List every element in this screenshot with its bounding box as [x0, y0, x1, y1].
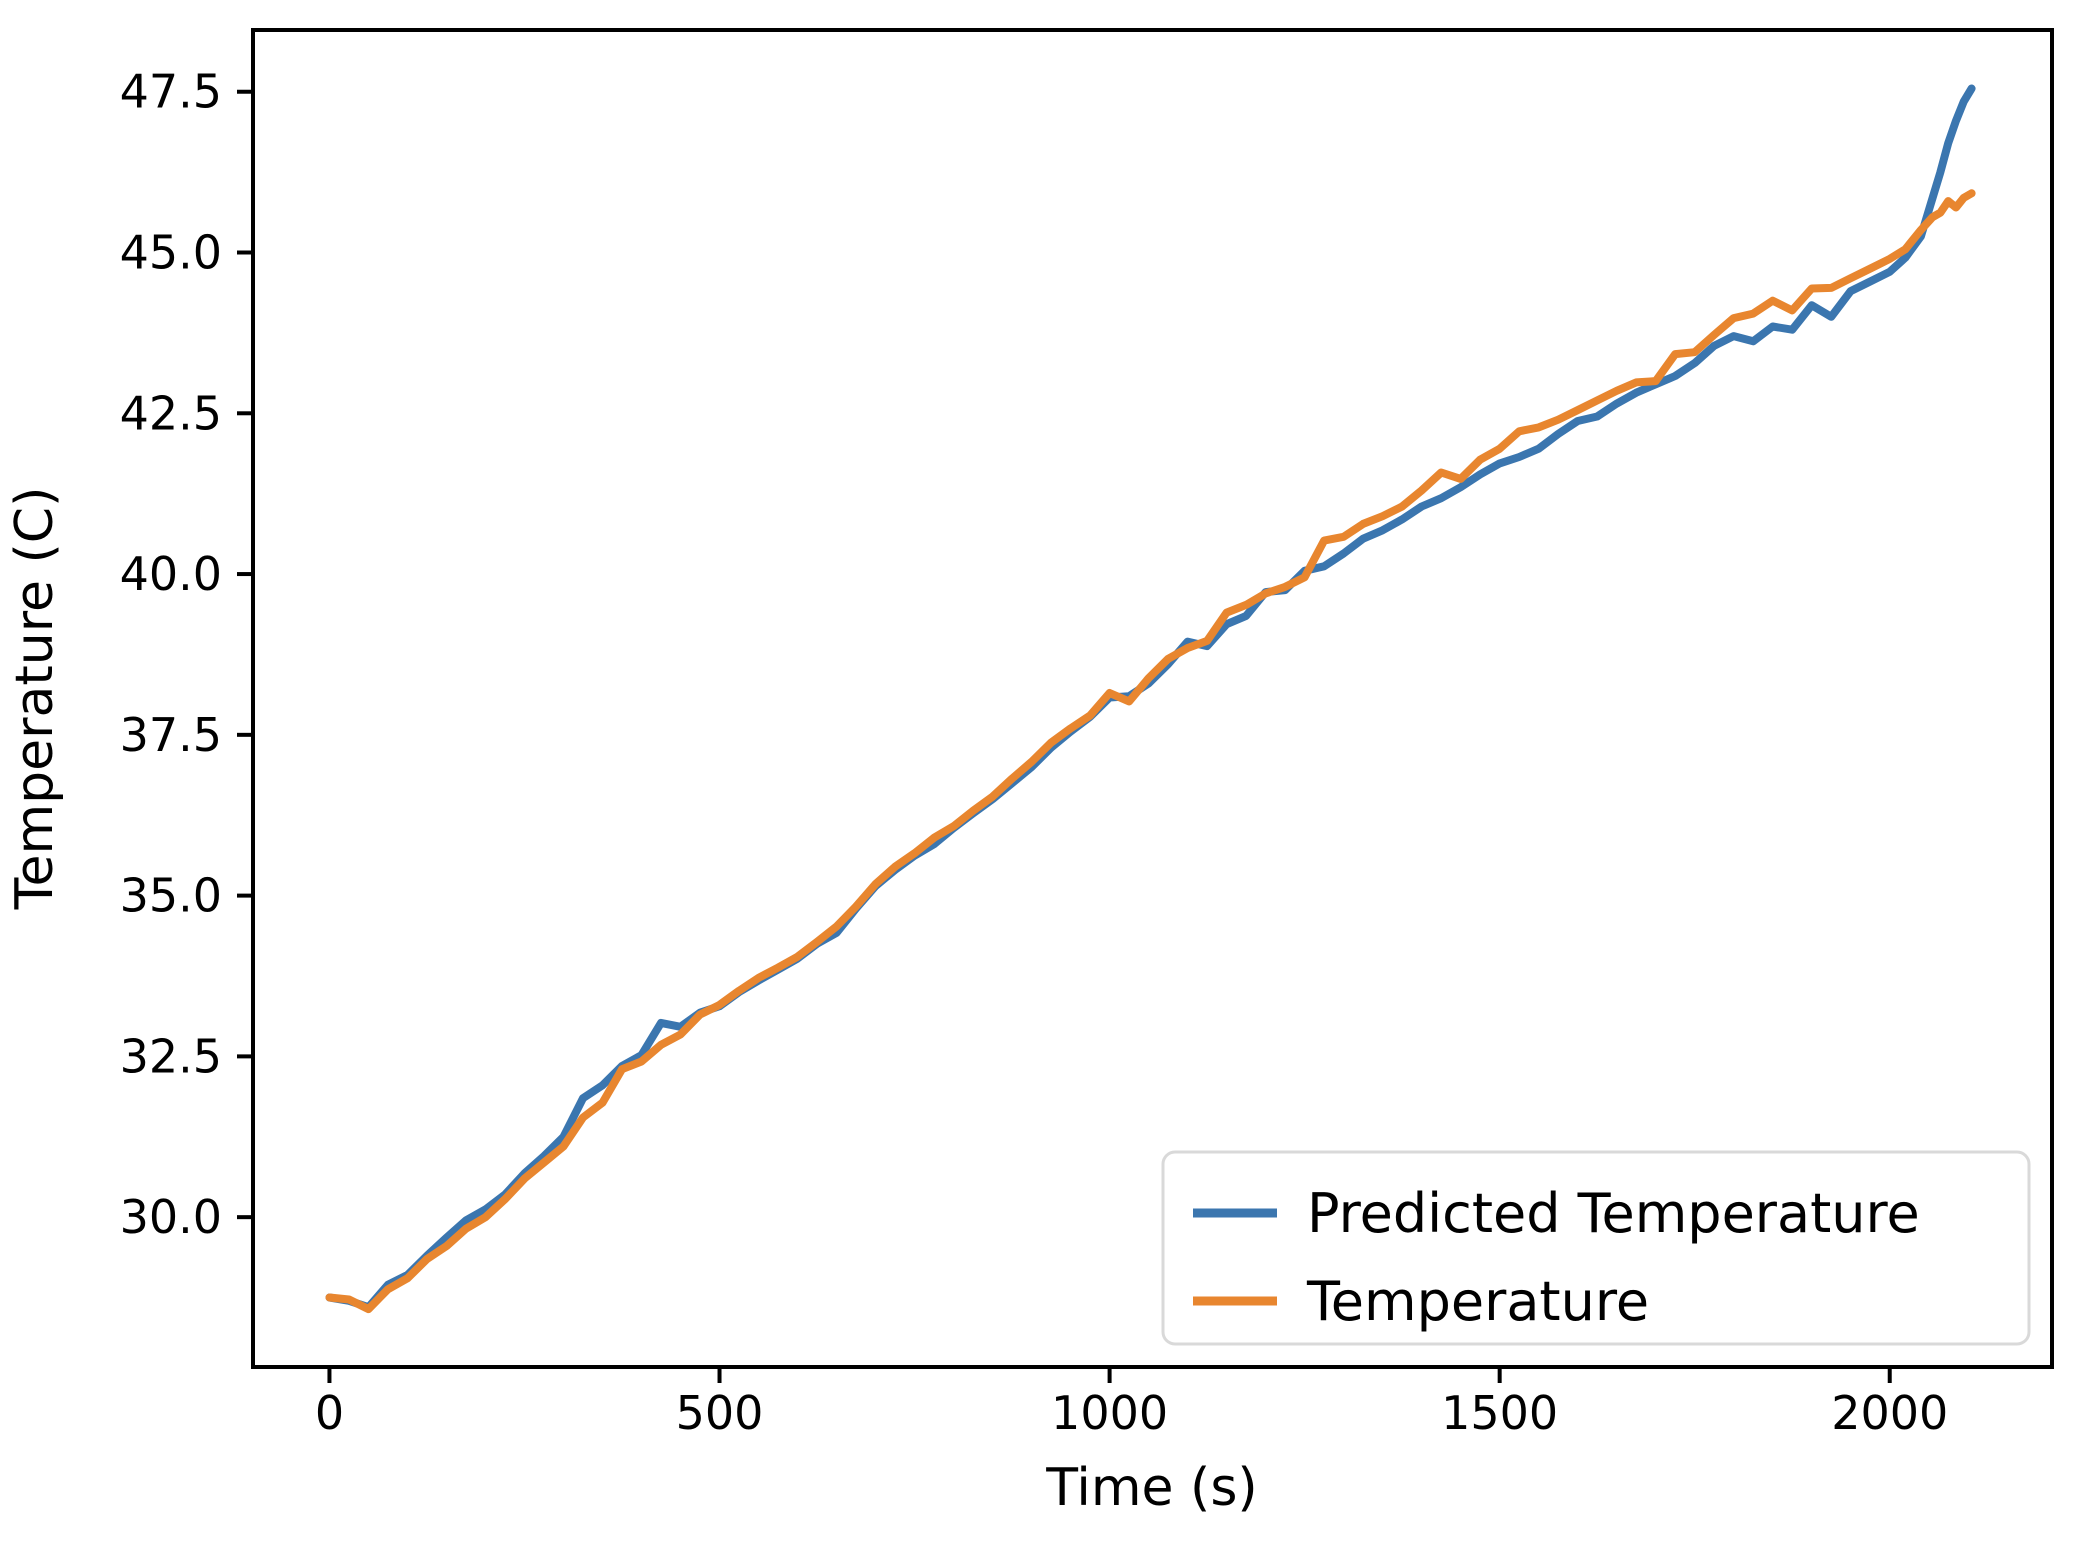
y-tick-label: 30.0 — [120, 1190, 222, 1244]
x-tick-label: 2000 — [1831, 1386, 1948, 1440]
y-axis-label: Temperature (C) — [5, 487, 65, 911]
y-tick-label: 32.5 — [120, 1029, 222, 1083]
line-temperature — [325, 189, 1976, 1314]
y-tick-label: 42.5 — [120, 386, 222, 440]
x-tick-label: 0 — [315, 1386, 344, 1440]
legend-label-temperature: Temperature — [1306, 1270, 1649, 1333]
x-tick-label: 1500 — [1441, 1386, 1558, 1440]
x-axis-label: Time (s) — [1045, 1458, 1257, 1518]
plot-border — [251, 28, 2054, 1369]
x-tick-label: 500 — [676, 1386, 764, 1440]
legend-box — [1161, 1150, 2031, 1346]
y-tick-label: 35.0 — [120, 869, 222, 923]
y-tick-label: 37.5 — [120, 708, 222, 762]
y-tick-label: 47.5 — [120, 65, 222, 119]
y-tick-label: 45.0 — [120, 226, 222, 280]
legend: Predicted Temperature Temperature — [1161, 1150, 2031, 1346]
axis-tick-labels: 0 500 1000 1500 2000 30.0 32.5 35.0 37.5 40.0 42.5… — [120, 65, 1949, 1440]
x-tick-label: 1000 — [1051, 1386, 1168, 1440]
y-tick-label: 40.0 — [120, 547, 222, 601]
legend-label-predicted-temperature: Predicted Temperature — [1307, 1182, 1920, 1245]
axis-ticks — [237, 89, 1892, 1383]
data-series — [325, 84, 1976, 1314]
